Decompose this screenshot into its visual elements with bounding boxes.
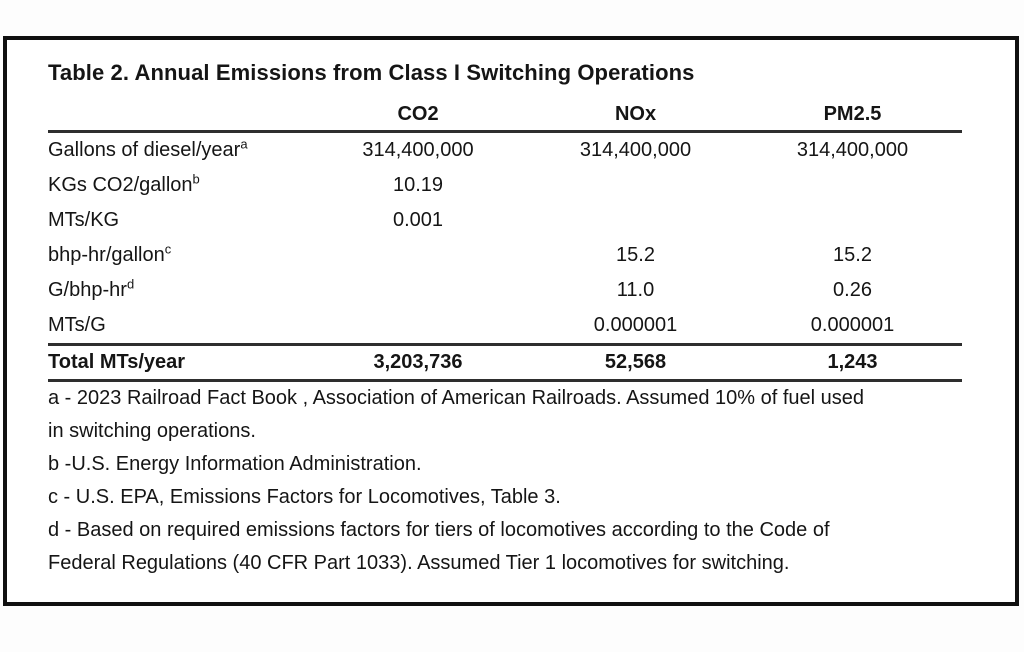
cell-pm25: 0.000001 [810, 314, 895, 336]
row-label-text: G/bhp-hr [48, 279, 127, 301]
footnote-line: a - 2023 Railroad Fact Book , Associatio… [48, 387, 864, 409]
cell-co2: 10.19 [392, 174, 444, 196]
header-rule [48, 130, 962, 133]
cell-nox: 15.2 [616, 244, 655, 266]
cell-pm25: 0.26 [833, 279, 872, 301]
footnote-line: b -U.S. Energy Information Administratio… [48, 453, 422, 475]
table-row: MTs/G 0.000001 0.000001 [48, 308, 962, 343]
footnote-marker: a [240, 136, 248, 152]
emissions-table: CO2 NOx PM2.5 Gallons of diesel/yeara 31… [48, 98, 962, 382]
cell-nox [528, 168, 743, 203]
footnote-marker: c [164, 241, 172, 257]
footnote-line: Federal Regulations (40 CFR Part 1033). … [48, 552, 790, 574]
cell-pm25: 314,400,000 [796, 139, 909, 161]
table-row: Gallons of diesel/yeara 314,400,000 314,… [48, 133, 962, 168]
footnotes-block: a - 2023 Railroad Fact Book , Associatio… [48, 382, 968, 580]
column-header-co2: CO2 [397, 102, 439, 125]
footnote-line: d - Based on required emissions factors … [48, 519, 830, 541]
total-nox: 52,568 [604, 351, 667, 373]
table-total-row: Total MTs/year 3,203,736 52,568 1,243 [48, 346, 962, 379]
table-title: Table 2. Annual Emissions from Class I S… [48, 60, 695, 85]
row-label-text: Gallons of diesel/year [48, 139, 241, 161]
total-rule-top [48, 343, 962, 346]
row-label: MTs/KG [48, 203, 308, 238]
row-label-text: KGs CO2/gallon [48, 174, 193, 196]
cell-nox: 11.0 [616, 279, 655, 301]
cell-nox [528, 203, 743, 238]
row-label: KGs CO2/gallonb [48, 168, 308, 203]
total-rule-bottom [48, 379, 962, 382]
total-co2: 3,203,736 [373, 351, 463, 373]
cell-co2: 314,400,000 [362, 139, 474, 161]
row-label: Gallons of diesel/yeara [48, 133, 308, 168]
total-label: Total MTs/year [48, 351, 186, 373]
table-header-row: CO2 NOx PM2.5 [48, 98, 962, 130]
footnote-line: in switching operations. [48, 420, 256, 442]
cell-nox: 314,400,000 [579, 139, 692, 161]
cell-pm25 [743, 168, 962, 203]
row-label-text: bhp-hr/gallon [48, 244, 165, 266]
column-header-pm25: PM2.5 [823, 102, 882, 125]
cell-co2 [308, 238, 528, 273]
row-label: bhp-hr/gallonc [48, 238, 308, 273]
table-row: G/bhp-hrd 11.0 0.26 [48, 273, 962, 308]
cell-nox: 0.000001 [593, 314, 678, 336]
column-header-nox: NOx [614, 102, 657, 125]
document-page: Table 2. Annual Emissions from Class I S… [3, 36, 1019, 606]
cell-co2: 0.001 [392, 209, 444, 231]
cell-co2 [308, 273, 528, 308]
footnote-marker: d [126, 276, 135, 292]
row-label-text: MTs/KG [48, 209, 120, 231]
table-row: KGs CO2/gallonb 10.19 [48, 168, 962, 203]
total-pm25: 1,243 [827, 351, 878, 373]
footnote-line: c - U.S. EPA, Emissions Factors for Loco… [48, 486, 561, 508]
row-label-text: MTs/G [48, 314, 106, 336]
table-row: bhp-hr/gallonc 15.2 15.2 [48, 238, 962, 273]
cell-co2 [308, 308, 528, 343]
footnote-marker: b [192, 171, 200, 187]
cell-pm25 [743, 203, 962, 238]
row-label: MTs/G [48, 308, 308, 343]
table-row: MTs/KG 0.001 [48, 203, 962, 238]
row-label: G/bhp-hrd [48, 273, 308, 308]
cell-pm25: 15.2 [833, 244, 872, 266]
